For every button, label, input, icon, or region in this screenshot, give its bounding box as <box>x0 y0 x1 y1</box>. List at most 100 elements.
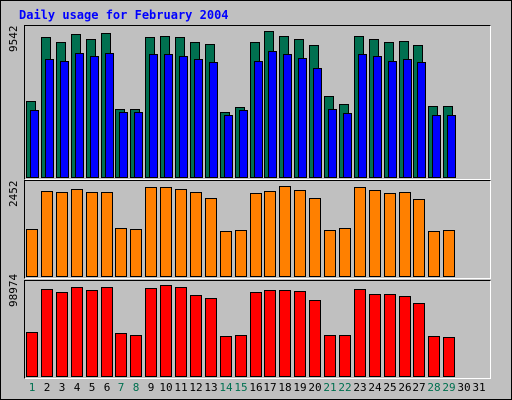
bar-day-21-series-2 <box>328 109 337 178</box>
bar-day-2-series-2 <box>45 59 54 178</box>
bar-day-16-series-2 <box>254 61 263 178</box>
day-label-29: 29 <box>442 381 455 394</box>
bar-day-2 <box>41 289 53 377</box>
bar-day-5-series-2 <box>90 56 99 178</box>
bar-day-10-series-2 <box>164 54 173 178</box>
bar-day-9-series-2 <box>149 54 158 178</box>
day-label-13: 13 <box>204 381 217 394</box>
panel-max-label: 2452 <box>7 181 20 208</box>
bar-day-27-series-2 <box>417 62 426 178</box>
bar-day-10 <box>160 187 172 277</box>
bar-day-18 <box>279 290 291 377</box>
bar-day-17-series-2 <box>268 51 277 178</box>
bar-day-4 <box>71 189 83 277</box>
bar-day-15 <box>235 335 247 377</box>
bar-day-22 <box>339 228 351 277</box>
bar-day-15-series-2 <box>239 110 248 178</box>
day-label-20: 20 <box>308 381 321 394</box>
bar-day-23 <box>354 187 366 277</box>
bar-day-19 <box>294 291 306 377</box>
bar-day-22-series-2 <box>343 113 352 178</box>
bar-day-24 <box>369 190 381 277</box>
bar-day-29 <box>443 230 455 277</box>
bar-day-9 <box>145 288 157 377</box>
bar-day-26 <box>399 296 411 377</box>
bar-day-1 <box>26 332 38 377</box>
bar-day-23 <box>354 289 366 377</box>
bar-day-18 <box>279 186 291 277</box>
day-label-18: 18 <box>278 381 291 394</box>
day-label-4: 4 <box>74 381 81 394</box>
bar-day-6-series-2 <box>105 53 114 178</box>
chart-title: Daily usage for February 2004 <box>19 8 229 22</box>
day-label-10: 10 <box>159 381 172 394</box>
bar-day-22 <box>339 335 351 377</box>
bar-day-13-series-2 <box>209 62 218 178</box>
bar-day-12 <box>190 295 202 377</box>
bar-day-24 <box>369 294 381 377</box>
panel-max-label: 9542 <box>7 26 20 53</box>
bar-day-29 <box>443 337 455 377</box>
bar-day-28-series-2 <box>432 115 441 178</box>
bar-day-18-series-2 <box>283 54 292 178</box>
bar-day-14-series-2 <box>224 115 233 178</box>
bar-day-12-series-2 <box>194 59 203 178</box>
day-label-14: 14 <box>219 381 233 394</box>
bar-day-10 <box>160 285 172 377</box>
day-label-15: 15 <box>234 381 247 394</box>
bar-day-3-series-2 <box>60 61 69 178</box>
bar-day-4-series-2 <box>75 53 84 178</box>
bar-day-25 <box>384 193 396 277</box>
bar-day-17 <box>264 191 276 277</box>
day-label-8: 8 <box>133 381 140 394</box>
bar-day-24-series-2 <box>373 56 382 178</box>
bar-day-5 <box>86 290 98 377</box>
bar-day-21 <box>324 335 336 377</box>
day-label-31: 31 <box>472 381 485 394</box>
bar-day-1 <box>26 229 38 277</box>
day-label-21: 21 <box>323 381 336 394</box>
panel-shadow <box>24 180 491 279</box>
panel-max-label: 98974 <box>7 274 20 307</box>
bar-day-7-series-2 <box>119 112 128 178</box>
bar-day-26 <box>399 192 411 277</box>
day-label-24: 24 <box>368 381 382 394</box>
day-label-23: 23 <box>353 381 366 394</box>
panel-shadow <box>24 280 491 379</box>
bar-day-8-series-2 <box>134 112 143 178</box>
bar-day-6 <box>101 287 113 377</box>
panel-shadow <box>24 25 491 180</box>
panel-3: 98974 <box>7 274 491 379</box>
bar-day-5 <box>86 192 98 277</box>
bar-day-13 <box>205 298 217 377</box>
day-label-19: 19 <box>293 381 306 394</box>
day-label-12: 12 <box>189 381 202 394</box>
day-label-22: 22 <box>338 381 351 394</box>
day-label-9: 9 <box>148 381 155 394</box>
bar-day-7 <box>115 228 127 277</box>
day-label-30: 30 <box>457 381 470 394</box>
panel-1: 9542 <box>7 25 491 180</box>
bar-day-27 <box>413 199 425 277</box>
bar-day-7 <box>115 333 127 377</box>
bar-day-29-series-2 <box>447 115 456 178</box>
panel-2: 2452 <box>7 180 491 279</box>
day-labels-group: 1 2 3 4 5 6 7 8 9 10 11 12 13 14 15 16 17 18 19 20 21 22 23 24 2… <box>29 381 486 394</box>
bar-day-25 <box>384 294 396 377</box>
bar-day-4 <box>71 287 83 377</box>
bar-day-11-series-2 <box>179 56 188 178</box>
bar-day-2 <box>41 191 53 277</box>
day-label-25: 25 <box>383 381 396 394</box>
bar-day-3 <box>56 192 68 277</box>
day-label-28: 28 <box>427 381 440 394</box>
bar-day-17 <box>264 290 276 377</box>
bar-day-11 <box>175 287 187 377</box>
bar-day-26-series-2 <box>403 59 412 178</box>
bar-day-14 <box>220 336 232 377</box>
day-label-3: 3 <box>59 381 66 394</box>
bar-day-6 <box>101 192 113 277</box>
day-label-6: 6 <box>104 381 111 394</box>
bar-day-14 <box>220 231 232 277</box>
bar-day-16 <box>250 292 262 377</box>
bar-day-8 <box>130 229 142 277</box>
